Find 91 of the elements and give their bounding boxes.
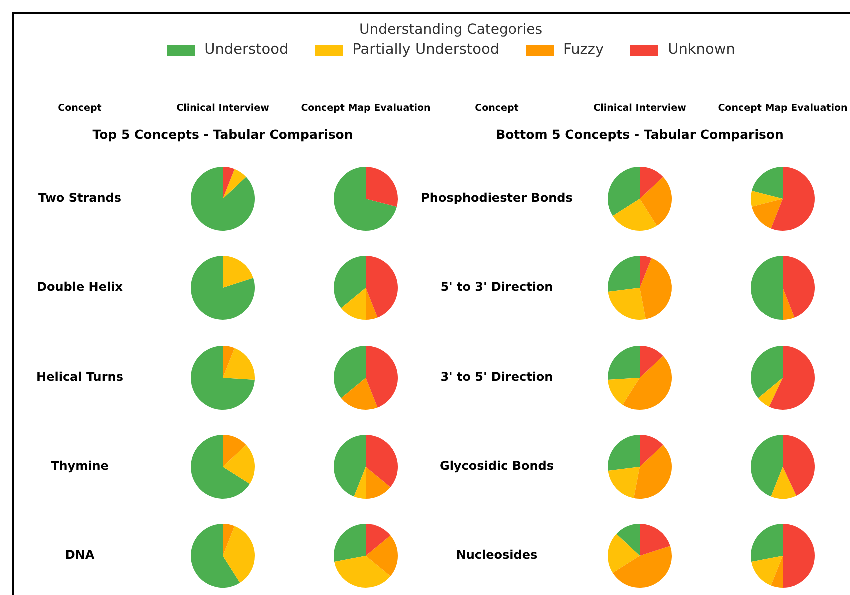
pie-slice [640, 346, 664, 378]
legend-label: Unknown [668, 42, 736, 58]
pie-slice [608, 534, 640, 574]
pie-slice [752, 199, 783, 229]
pie-slice [640, 177, 672, 226]
pie-slice [752, 167, 783, 199]
category-label: Two Strands [38, 191, 122, 205]
pie-slice [771, 556, 783, 588]
pie-slice [366, 524, 391, 556]
pie-slice [608, 467, 640, 498]
pie-slice [223, 445, 255, 484]
pie-slice [751, 346, 783, 398]
pie-slice [612, 199, 658, 231]
pie-slice [758, 378, 783, 407]
pie-slice [608, 167, 640, 216]
pie-slice [640, 524, 670, 556]
pie-slice [334, 346, 366, 398]
pie-slice [751, 191, 783, 207]
legend-label: Partially Understood [352, 42, 500, 58]
pie-slice [366, 346, 398, 408]
category-label: Concept [57, 103, 103, 114]
pie-slice [640, 258, 672, 320]
pie-slice [223, 435, 246, 467]
pie-slice [616, 524, 640, 556]
pie-slice [223, 346, 235, 378]
pie-slice [223, 526, 255, 584]
pie-slice [752, 556, 783, 586]
pie-slice [334, 256, 366, 308]
legend-label: Fuzzy [564, 42, 604, 58]
pie-slice [366, 536, 398, 576]
pie-slice [223, 524, 235, 556]
category-label: 3' to 5' Direction [440, 370, 554, 384]
pie-slice [354, 467, 366, 499]
category-label: Clinical Interview [592, 103, 688, 114]
pie-slice [334, 524, 366, 562]
pie-slice [191, 167, 255, 231]
pie-slice [334, 167, 397, 231]
pie-slice [191, 256, 255, 320]
pie-slice [771, 467, 797, 499]
text: Bottom 5 Concepts - Tabular Comparison [495, 127, 785, 142]
pie-slice [783, 256, 815, 318]
pie-slice [223, 348, 255, 380]
pie-slice [751, 435, 783, 497]
pie-slice [341, 288, 366, 320]
legend-label: Understood [204, 42, 289, 58]
pie-slice [334, 435, 366, 497]
pie-slice [608, 378, 640, 406]
category-label: Concept Map Evaluation [717, 103, 849, 114]
pie-slice [783, 435, 815, 496]
pie-slice [366, 288, 378, 320]
pie-slice [366, 435, 398, 488]
pie-slice [191, 435, 250, 499]
category-label: Nucleosides [456, 548, 538, 562]
pie-slice [223, 169, 246, 199]
category-label: Phosphodiester Bonds [421, 191, 573, 205]
pie-slice [366, 467, 391, 499]
pie-slice [366, 256, 398, 318]
pie-slice [366, 167, 398, 207]
pie-slice [608, 435, 640, 472]
pie-slice [223, 256, 254, 288]
category-label: Glycosidic Bonds [440, 459, 554, 473]
pie-slice [751, 256, 783, 320]
category-label: DNA [65, 548, 95, 562]
pie-slice [769, 346, 815, 410]
pie-slice [223, 167, 235, 199]
category-label: Concept Map Evaluation [300, 103, 432, 114]
pie-slice [191, 346, 255, 410]
pie-slice [634, 445, 672, 499]
category-label: 5' to 3' Direction [440, 280, 554, 294]
pie-slice [608, 256, 640, 292]
pie-slice [751, 524, 783, 562]
pie-slice [191, 524, 240, 588]
text: Top 5 Concepts - Tabular Comparison [92, 127, 354, 142]
pie-slice [783, 288, 795, 320]
pie-slice [608, 346, 640, 380]
category-label: Double Helix [37, 280, 123, 294]
legend-title: Understanding Categories [358, 21, 544, 40]
category-label: Concept [475, 103, 519, 114]
pie-slice [334, 556, 391, 588]
pie-slice [640, 435, 664, 467]
category-label: Helical Turns [36, 370, 124, 384]
pie-slice [783, 524, 815, 588]
pie-slice [640, 167, 664, 199]
pie-slice [612, 546, 672, 588]
category-label: Thymine [51, 459, 109, 473]
pie-slice [771, 167, 815, 231]
category-label: Clinical Interview [176, 103, 270, 114]
pie-slice [640, 256, 652, 288]
pie-slice [608, 288, 646, 320]
pie-slice [622, 356, 672, 410]
pie-slice [341, 378, 378, 410]
